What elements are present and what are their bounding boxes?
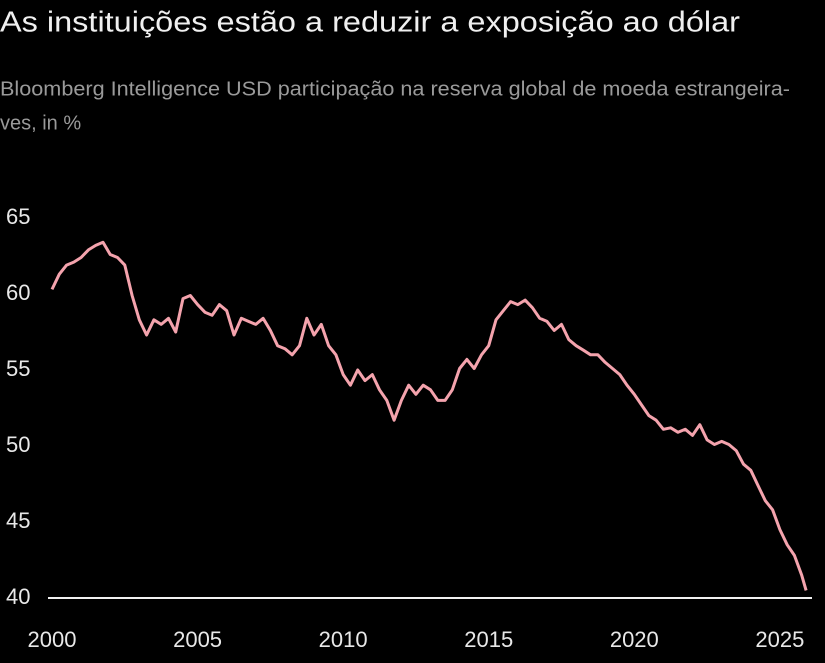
data-line (50, 240, 808, 591)
x-tick-label: 2005 (173, 627, 222, 652)
chart-subtitle: Bloomberg Intelligence USD participação … (0, 78, 790, 100)
x-tick-label: 2000 (28, 627, 77, 652)
x-tick-label: 2020 (610, 627, 659, 652)
chart-subtitle: ves, in % (0, 112, 81, 134)
x-tick-label: 2015 (464, 627, 513, 652)
chart-title: As instituições estão a reduzir a exposi… (0, 7, 740, 39)
y-tick-label: 55 (6, 356, 30, 381)
y-tick-label: 50 (6, 432, 30, 457)
y-tick-label: 40 (6, 584, 30, 609)
y-tick-label: 60 (6, 280, 30, 305)
y-tick-label: 45 (6, 508, 30, 533)
x-tick-label: 2010 (319, 627, 368, 652)
y-tick-label: 65 (6, 204, 30, 229)
x-tick-label: 2025 (755, 627, 804, 652)
